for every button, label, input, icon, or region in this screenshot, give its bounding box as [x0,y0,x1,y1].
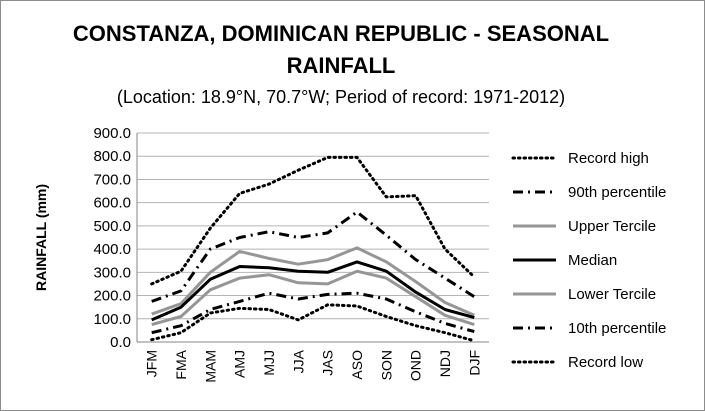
x-tick-label: DJF [466,350,482,376]
legend-label: Upper Tercile [568,218,656,235]
y-tick-label: 500.0 [93,218,131,235]
chart-subtitle: (Location: 18.9°N, 70.7°W; Period of rec… [116,87,566,107]
y-tick-label: 400.0 [93,241,131,258]
x-tick-label: MJJ [261,350,277,376]
series-line-record-high [150,155,476,286]
series-line-90th-percentile [151,210,476,303]
series-line-10th-percentile [151,291,475,335]
x-tick-label: MAM [202,350,218,383]
y-axis-label: RAINFALL (mm) [33,184,49,291]
chart-title-line-1: CONSTANZA, DOMINICAN REPUBLIC - SEASONAL [72,21,610,46]
legend-label: Record low [568,354,643,371]
series-line-upper-tercile [151,246,475,317]
legend-label: Record high [568,150,649,167]
x-tick-label: ASO [349,350,365,380]
chart-title-line-2: RAINFALL [286,53,396,78]
legend-label: Lower Tercile [568,286,656,303]
series-line-record-low [150,303,476,343]
y-tick-label: 700.0 [93,171,131,188]
series-line-median [151,260,475,322]
legend-label: 90th percentile [568,184,666,201]
y-tick-label: 100.0 [93,311,131,328]
x-tick-label: JJA [290,349,306,373]
x-tick-label: OND [408,350,424,381]
x-tick-label: NDJ [437,350,453,377]
legend-label: Median [568,252,617,269]
y-tick-label: 0.0 [110,334,131,351]
x-tick-label: AMJ [232,350,248,378]
series-line-lower-tercile [151,269,475,327]
x-tick-label: SON [378,350,394,380]
y-tick-label: 600.0 [93,195,131,212]
y-tick-label: 900.0 [93,125,131,142]
x-tick-label: FMA [173,349,189,379]
y-tick-label: 300.0 [93,264,131,281]
y-tick-label: 800.0 [93,148,131,165]
legend-label: 10th percentile [568,320,666,337]
x-tick-label: JFM [144,350,160,377]
x-tick-label: JAS [320,350,336,376]
y-tick-label: 200.0 [93,288,131,305]
